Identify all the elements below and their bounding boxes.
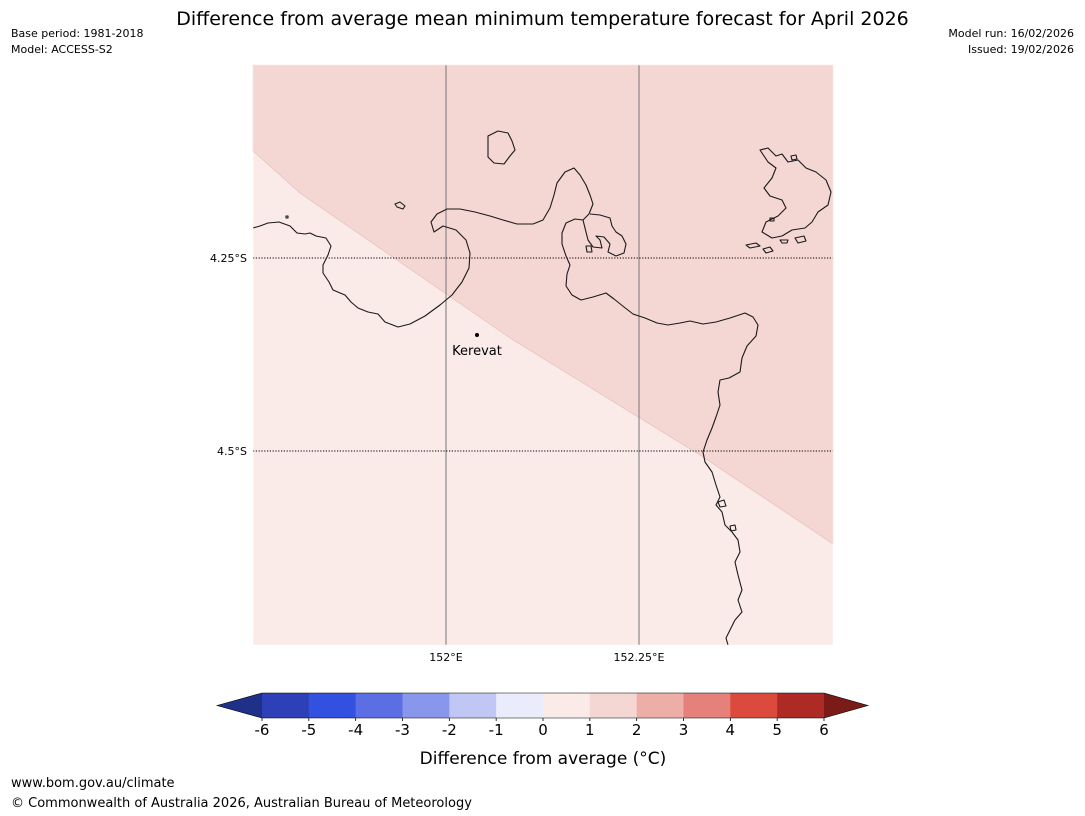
coastline-inner-bay bbox=[582, 213, 627, 257]
colorbar-tick-label: 5 bbox=[772, 721, 782, 739]
islet-se-2 bbox=[729, 524, 737, 532]
lon-label-152e: 152°E bbox=[429, 651, 462, 664]
islet-ne-4 bbox=[794, 235, 807, 244]
colorbar-bin bbox=[355, 693, 403, 718]
colorbar-extend-low bbox=[217, 693, 262, 718]
lon-label-152-25e: 152.25°E bbox=[614, 651, 665, 664]
issued-date: Issued: 19/02/2026 bbox=[967, 43, 1074, 56]
colorbar-bin bbox=[543, 693, 591, 718]
coastline bbox=[253, 130, 832, 645]
colorbar-tick-label: -5 bbox=[301, 721, 316, 739]
kerevat-label: Kerevat bbox=[452, 344, 502, 359]
islet-ne-1 bbox=[745, 242, 761, 249]
islet-ne-5 bbox=[769, 217, 775, 222]
colorbar-tick-label: 4 bbox=[726, 721, 736, 739]
lat-label-4-25s: 4.25°S bbox=[210, 252, 247, 265]
coastline-main bbox=[253, 167, 759, 645]
colorbar-bin bbox=[402, 693, 450, 718]
colorbar-tick-label: 0 bbox=[538, 721, 548, 739]
colorbar-tick-label: 1 bbox=[585, 721, 595, 739]
colorbar-bin bbox=[777, 693, 825, 718]
colorbar-tick-label: 6 bbox=[819, 721, 829, 739]
colorbar-tick-label: -1 bbox=[489, 721, 504, 739]
islet-ne-6 bbox=[790, 154, 798, 161]
colorbar-tick-label: -6 bbox=[255, 721, 270, 739]
lat-label-4-5s: 4.5°S bbox=[217, 445, 247, 458]
islet-west bbox=[394, 201, 406, 210]
colorbar-ticks: -6 -5 -4 -3 -2 -1 0 1 2 3 4 5 6 bbox=[255, 718, 829, 739]
colorbar-label: Difference from average (°C) bbox=[420, 749, 667, 769]
kerevat-marker bbox=[475, 333, 479, 337]
forecast-info-right: Model run: 16/02/2026 Issued: 19/02/2026 bbox=[948, 26, 1074, 58]
colorbar-bin bbox=[496, 693, 544, 718]
model-run: Model run: 16/02/2026 bbox=[948, 27, 1074, 40]
colorbar-tick-label: -2 bbox=[442, 721, 457, 739]
colorbar-tick-label: 3 bbox=[679, 721, 689, 739]
page-title: Difference from average mean minimum tem… bbox=[176, 8, 909, 30]
footer-url: www.bom.gov.au/climate bbox=[11, 776, 175, 791]
colorbar-bin bbox=[449, 693, 497, 718]
islet-ne-3 bbox=[779, 239, 789, 244]
islet-small-2 bbox=[285, 215, 289, 219]
islet-ne-2 bbox=[762, 246, 774, 254]
colorbar-bin bbox=[730, 693, 778, 718]
colorbar-tick-label: 2 bbox=[632, 721, 642, 739]
islet-se-1 bbox=[717, 499, 727, 508]
colorbar-bin bbox=[308, 693, 356, 718]
colorbar-tick-label: -3 bbox=[395, 721, 410, 739]
colorbar-bin bbox=[683, 693, 731, 718]
colorbar-bin bbox=[262, 693, 310, 718]
colorbar-tick-label: -4 bbox=[348, 721, 363, 739]
island-north bbox=[487, 130, 516, 165]
footer: www.bom.gov.au/climate © Commonwealth of… bbox=[11, 774, 472, 814]
colorbar-bin bbox=[589, 693, 637, 718]
colorbar bbox=[215, 692, 870, 719]
model-name: Model: ACCESS-S2 bbox=[11, 43, 113, 56]
colorbar-extend-high bbox=[824, 693, 868, 718]
islands-northeast bbox=[759, 147, 832, 239]
colorbar-bin bbox=[636, 693, 684, 718]
forecast-info-left: Base period: 1981-2018 Model: ACCESS-S2 bbox=[11, 26, 143, 58]
islet-small-1 bbox=[585, 245, 593, 253]
map-frame bbox=[252, 64, 834, 646]
base-period: Base period: 1981-2018 bbox=[11, 27, 144, 40]
footer-copyright: © Commonwealth of Australia 2026, Austra… bbox=[11, 796, 472, 811]
